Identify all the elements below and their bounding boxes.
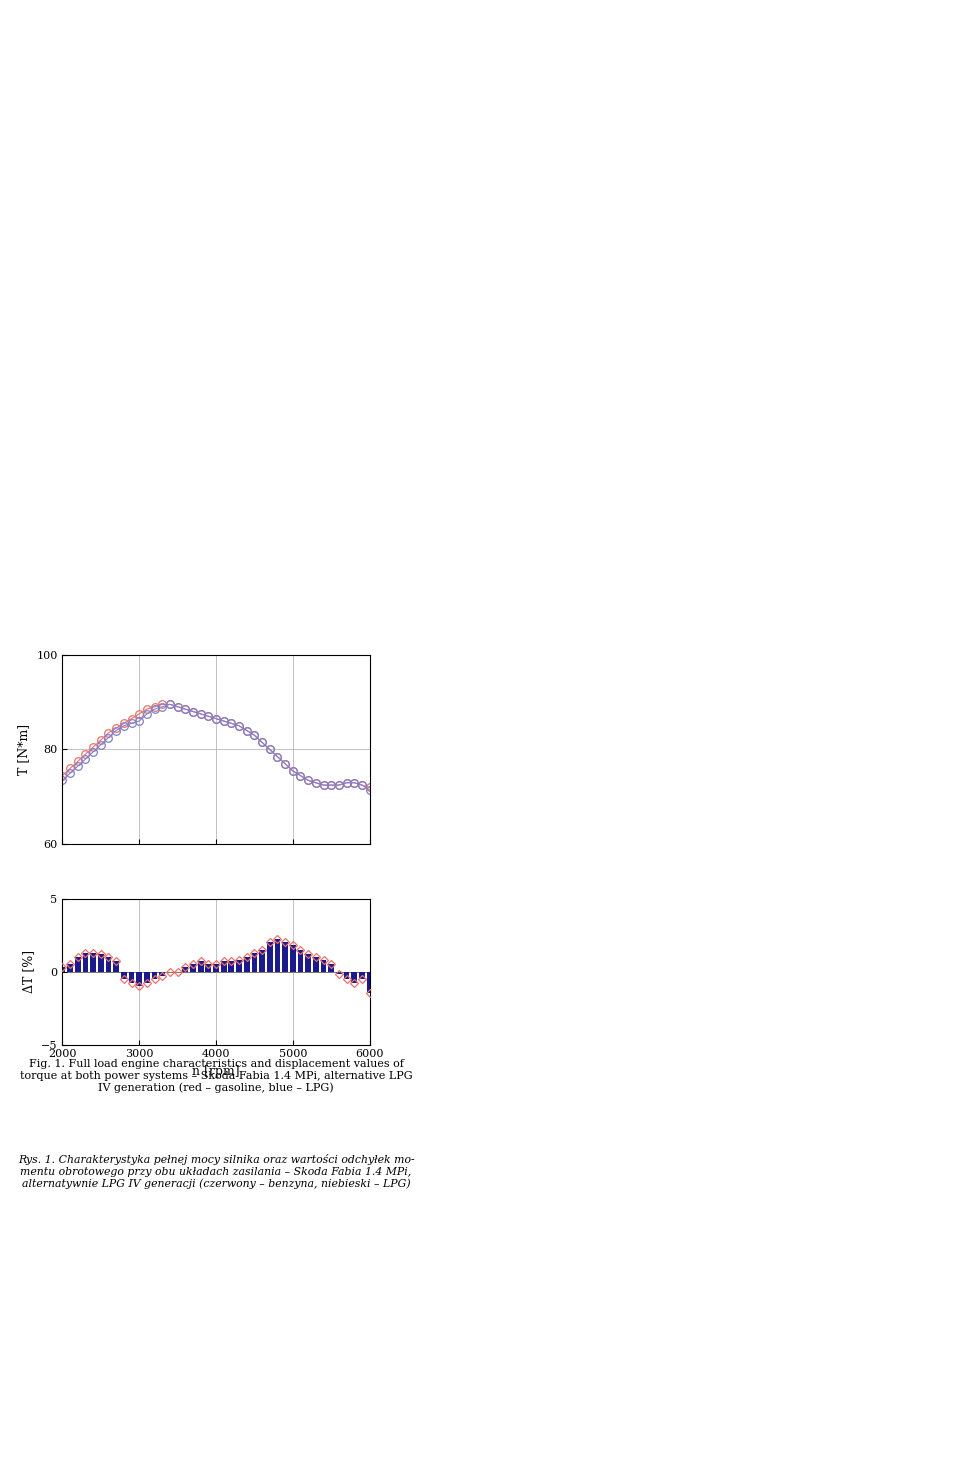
Bar — [67, 964, 73, 972]
Bar — [83, 953, 88, 972]
Bar — [313, 957, 319, 972]
Bar — [159, 972, 165, 976]
Y-axis label: T [N*m]: T [N*m] — [17, 725, 31, 774]
Bar — [190, 964, 196, 972]
Bar — [221, 961, 227, 972]
Bar — [259, 950, 265, 972]
Bar — [359, 972, 365, 979]
Bar — [152, 972, 157, 979]
Bar — [351, 972, 357, 983]
Bar — [236, 960, 242, 972]
Bar — [129, 972, 134, 983]
Text: Fig. 1. Full load engine characteristics and displacement values of
torque at bo: Fig. 1. Full load engine characteristics… — [20, 1059, 412, 1093]
Text: Rys. 1. Charakterystyka pełnej mocy silnika oraz wartości odchyłek mo-
mentu obr: Rys. 1. Charakterystyka pełnej mocy siln… — [17, 1154, 415, 1189]
Bar — [328, 964, 334, 972]
X-axis label: n [rpm]: n [rpm] — [192, 1065, 240, 1078]
Bar — [98, 954, 104, 972]
Bar — [106, 957, 111, 972]
Bar — [205, 964, 211, 972]
Bar — [198, 961, 204, 972]
Bar — [228, 961, 234, 972]
Bar — [298, 950, 303, 972]
Bar — [305, 954, 311, 972]
Bar — [90, 953, 96, 972]
Bar — [290, 945, 296, 972]
Bar — [144, 972, 150, 983]
Bar — [60, 967, 65, 972]
Bar — [213, 964, 219, 972]
Bar — [275, 939, 280, 972]
Bar — [344, 972, 349, 979]
Bar — [182, 967, 188, 972]
Bar — [136, 972, 142, 986]
Bar — [121, 972, 127, 979]
Bar — [267, 942, 273, 972]
Bar — [367, 972, 372, 993]
Bar — [113, 961, 119, 972]
Bar — [252, 953, 257, 972]
Bar — [75, 957, 81, 972]
Y-axis label: ΔT [%]: ΔT [%] — [22, 950, 36, 993]
Bar — [244, 957, 250, 972]
Bar — [282, 942, 288, 972]
Bar — [336, 972, 342, 974]
Bar — [321, 960, 326, 972]
